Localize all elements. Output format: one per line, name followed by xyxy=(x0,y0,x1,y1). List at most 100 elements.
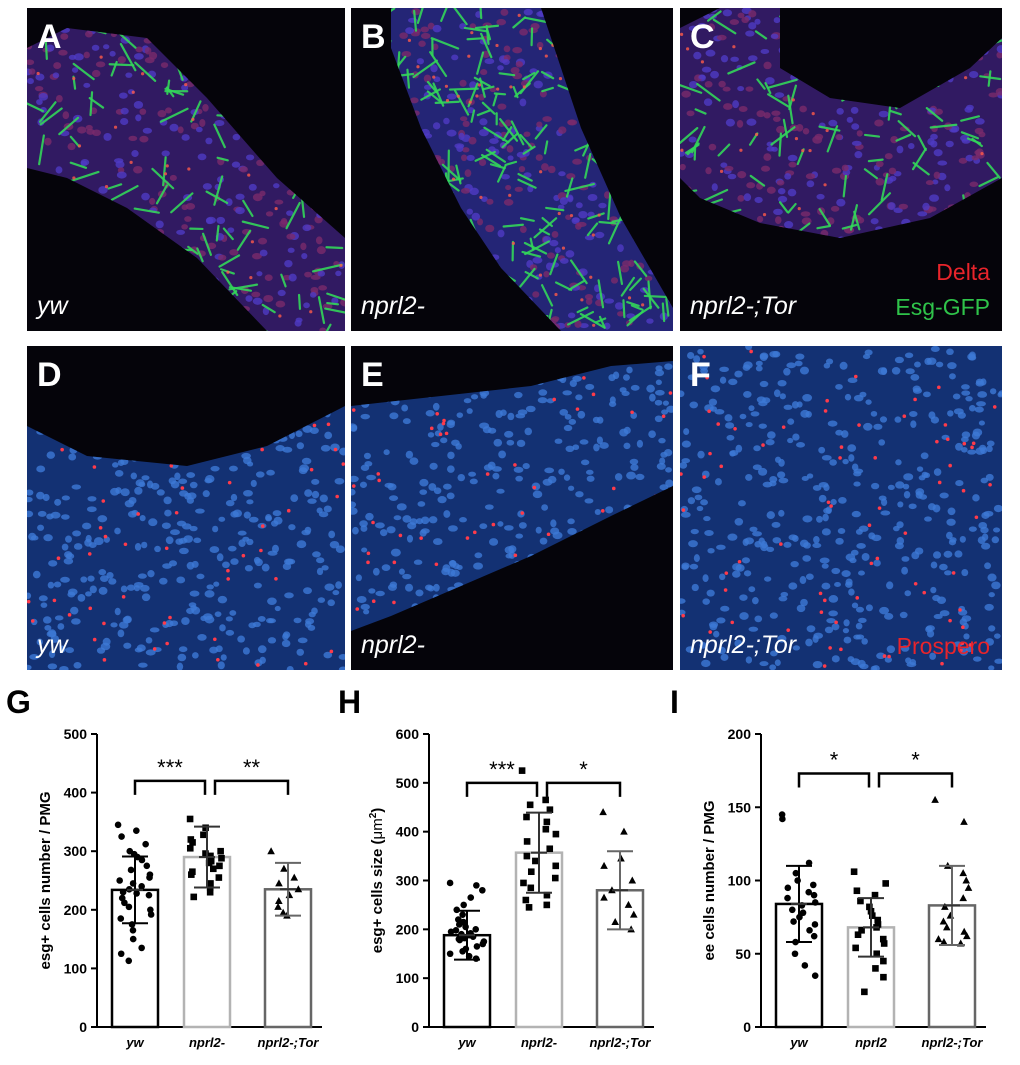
significance-label: * xyxy=(830,748,839,773)
panel-label: E xyxy=(361,356,384,394)
data-point xyxy=(267,847,275,855)
data-point xyxy=(459,948,466,955)
y-axis-label: esg+ cells size (μm2) xyxy=(368,808,386,954)
data-point xyxy=(217,847,224,855)
data-point xyxy=(116,877,123,884)
data-point xyxy=(960,817,968,825)
y-tick-label: 300 xyxy=(396,873,420,889)
data-point xyxy=(473,882,480,889)
panel-label: F xyxy=(690,356,711,394)
category-label: nprl2-;Tor xyxy=(590,1035,652,1050)
data-point xyxy=(127,866,135,874)
data-point xyxy=(799,909,807,917)
data-point xyxy=(446,950,454,958)
y-tick-label: 150 xyxy=(728,799,752,815)
data-point xyxy=(960,927,968,935)
data-point xyxy=(143,862,151,870)
data-point xyxy=(114,821,122,829)
chart-h: H 0 100 200 300 400 500 600 esg+ cells size (μm… xyxy=(332,686,672,1065)
y-axis-label: ee cells number / PMG xyxy=(701,800,718,960)
significance-label: *** xyxy=(489,757,515,782)
data-point xyxy=(801,962,809,969)
chart-panel-label: I xyxy=(670,684,679,720)
data-point xyxy=(552,862,560,870)
significance-label: ** xyxy=(243,755,261,780)
data-point xyxy=(473,943,481,950)
data-point xyxy=(138,944,145,952)
stain-label-prospero: Prospero xyxy=(896,633,990,659)
data-point xyxy=(119,888,127,896)
chart-i-svg: 0 50 100 150 200 ee cells number / PMG yw nprl2… xyxy=(701,726,986,1050)
data-point xyxy=(811,921,819,928)
data-point xyxy=(467,894,475,901)
data-point xyxy=(210,865,217,873)
chart-i: I 0 50 100 150 200 ee cells number / PMG yw npr… xyxy=(664,686,1004,1065)
data-point xyxy=(532,857,539,865)
data-point xyxy=(810,891,818,899)
data-point xyxy=(275,897,283,905)
data-point xyxy=(629,910,638,918)
data-point xyxy=(624,900,633,908)
y-tick-label: 0 xyxy=(743,1019,751,1035)
y-tick-label: 100 xyxy=(64,960,88,976)
y-tick-label: 100 xyxy=(728,873,752,889)
panel-label: B xyxy=(361,18,386,56)
genotype-label: nprl2- xyxy=(361,292,425,320)
data-point xyxy=(934,935,943,943)
data-point xyxy=(939,917,948,925)
data-point xyxy=(779,815,786,823)
significance-label: *** xyxy=(157,755,183,780)
data-point xyxy=(880,957,887,965)
y-tick-label: 400 xyxy=(64,785,88,801)
genotype-label: nprl2-;Tor xyxy=(690,631,797,659)
data-point xyxy=(946,911,955,919)
data-point xyxy=(811,972,819,980)
data-point xyxy=(479,940,487,948)
data-point xyxy=(147,911,155,918)
data-point xyxy=(542,825,550,833)
data-point xyxy=(205,859,213,867)
data-point xyxy=(479,886,486,894)
significance-bracket xyxy=(213,779,290,795)
data-point xyxy=(784,884,792,892)
data-point xyxy=(146,874,153,881)
data-point xyxy=(188,871,195,878)
data-point xyxy=(523,852,531,860)
chart-g-svg: 0 100 200 300 400 500 esg+ cells number / PMG y… xyxy=(37,726,322,1050)
data-point xyxy=(608,886,616,894)
data-point xyxy=(216,862,223,870)
data-point xyxy=(959,869,967,877)
data-point xyxy=(527,868,535,876)
data-point xyxy=(138,883,145,890)
category-label: yw xyxy=(457,1035,476,1050)
data-point xyxy=(871,891,879,899)
data-point xyxy=(857,897,864,905)
data-point xyxy=(186,844,194,852)
data-point xyxy=(129,927,137,934)
data-point xyxy=(805,888,813,896)
data-point xyxy=(959,894,968,902)
genotype-label: yw xyxy=(37,292,68,320)
tissue-image xyxy=(351,361,673,631)
genotype-label: yw xyxy=(37,631,68,659)
data-point xyxy=(552,830,560,838)
data-point xyxy=(546,845,554,853)
data-point xyxy=(202,850,209,857)
data-point xyxy=(600,893,608,901)
y-tick-label: 600 xyxy=(396,726,420,742)
data-point xyxy=(526,801,534,809)
stain-label-delta: Delta xyxy=(936,259,990,285)
y-tick-label: 200 xyxy=(728,726,752,742)
category-label: nprl2- xyxy=(521,1035,557,1050)
panel-label: C xyxy=(690,18,715,56)
chart-h-svg: 0 100 200 300 400 500 600 esg+ cells size (μm2)… xyxy=(368,726,654,1050)
data-point xyxy=(600,861,608,869)
data-point xyxy=(280,864,288,872)
significance-label: * xyxy=(911,748,920,773)
data-point xyxy=(599,808,607,816)
data-point xyxy=(784,894,791,902)
data-point xyxy=(275,879,283,887)
data-point xyxy=(943,923,951,931)
category-label: nprl2-;Tor xyxy=(922,1035,984,1050)
